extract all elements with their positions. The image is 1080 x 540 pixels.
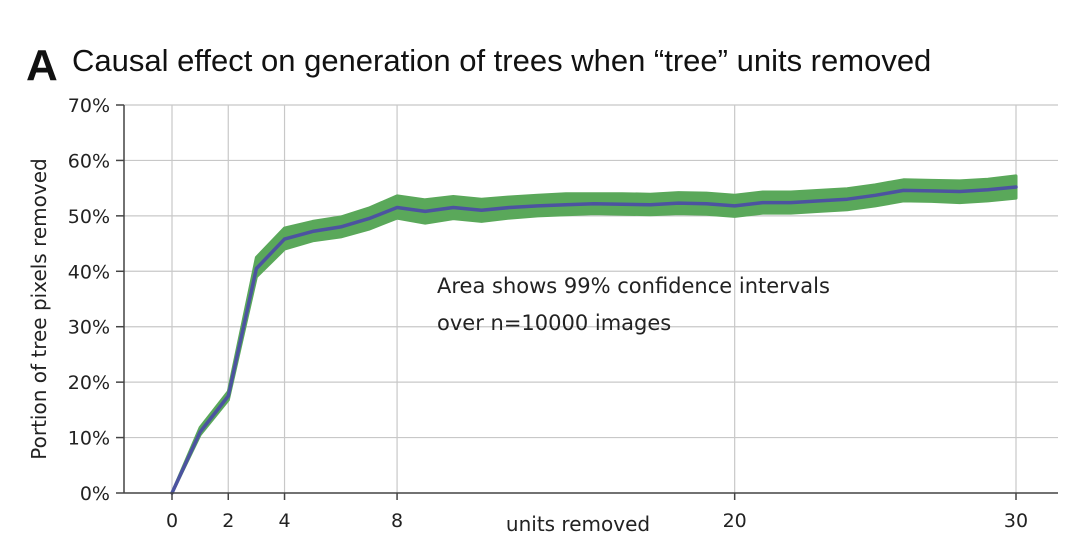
x-tick-label: 2 <box>222 510 234 532</box>
x-axis-label: units removed <box>506 512 650 536</box>
x-tick-label: 0 <box>166 510 178 532</box>
axes <box>116 104 1058 500</box>
series-line-layer <box>170 185 1018 495</box>
panel-letter: A <box>26 41 58 90</box>
y-tick-label: 70% <box>68 95 110 117</box>
y-tick-label: 30% <box>68 317 110 339</box>
x-tick-label: 4 <box>278 510 290 532</box>
x-tick-labels: 0 2 4 8 20 30 <box>166 510 1028 532</box>
annotation-line-1: Area shows 99% confidence intervals <box>437 274 830 298</box>
y-tick-label: 20% <box>68 372 110 394</box>
annotation-line-2: over n=10000 images <box>437 311 671 335</box>
y-tick-label: 40% <box>68 261 110 283</box>
grid-lines <box>124 104 1058 493</box>
y-tick-label: 10% <box>68 428 110 450</box>
chart-title: Causal effect on generation of trees whe… <box>72 43 932 78</box>
y-axis-label: Portion of tree pixels removed <box>27 158 51 459</box>
y-tick-labels: 0% 10% 20% 30% 40% 50% 60% 70% <box>68 95 110 505</box>
series-line <box>170 185 1018 495</box>
x-tick-label: 8 <box>391 510 403 532</box>
y-tick-label: 0% <box>80 483 110 505</box>
x-tick-label: 30 <box>1004 510 1028 532</box>
y-tick-label: 50% <box>68 206 110 228</box>
y-tick-label: 60% <box>68 150 110 172</box>
x-tick-label: 20 <box>723 510 747 532</box>
